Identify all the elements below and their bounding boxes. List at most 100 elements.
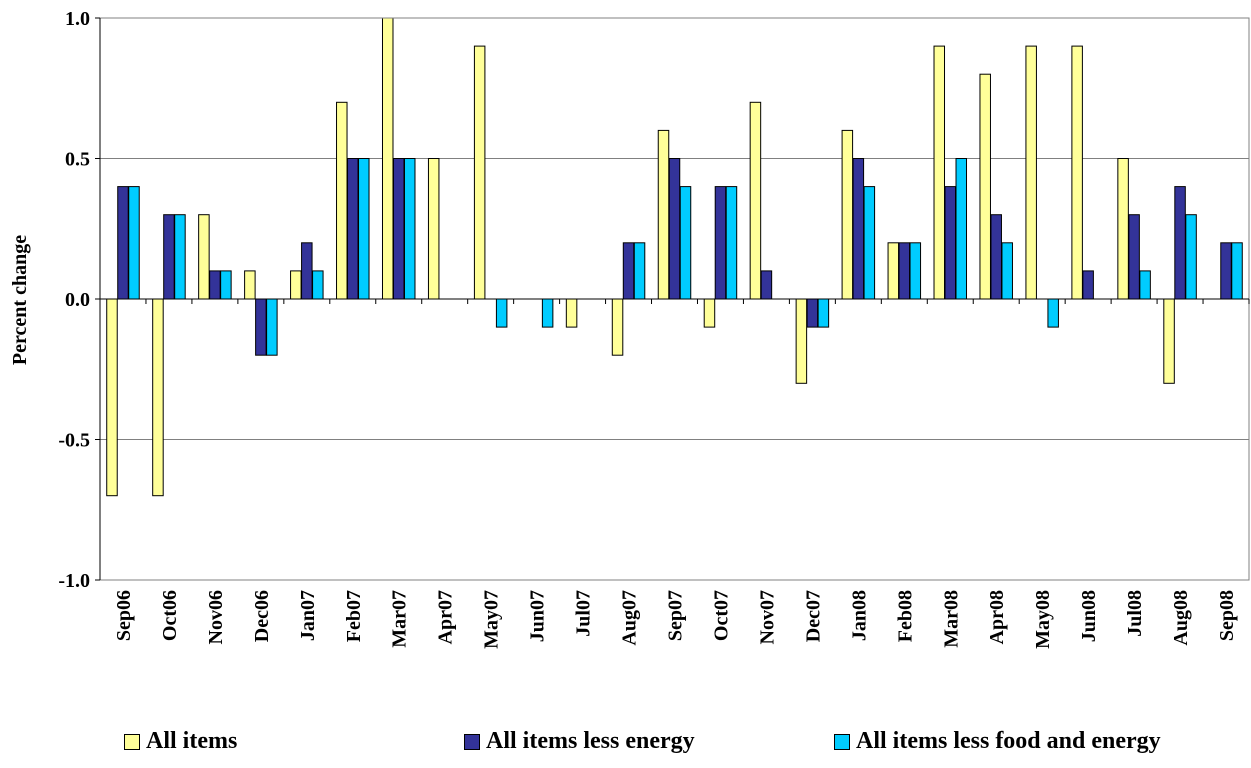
x-tick-label-jul07: Jul07 bbox=[573, 590, 595, 637]
x-tick-label-may07: May07 bbox=[481, 590, 503, 649]
bar-1-apr08 bbox=[991, 215, 1002, 299]
bar-1-feb07 bbox=[348, 159, 359, 300]
bar-0-sep06 bbox=[107, 299, 118, 496]
x-tick-label-oct07: Oct07 bbox=[711, 590, 733, 641]
x-tick-label-mar07: Mar07 bbox=[389, 590, 411, 648]
legend-label-all-items-less-energy: All items less energy bbox=[486, 728, 695, 755]
bar-0-dec07 bbox=[796, 299, 807, 383]
bar-0-jul07 bbox=[566, 299, 577, 327]
bar-0-feb07 bbox=[337, 102, 348, 299]
bar-1-mar08 bbox=[945, 187, 956, 299]
y-tick-label-3: 0.5 bbox=[65, 149, 90, 171]
y-axis-title: Percent change bbox=[9, 235, 31, 365]
x-tick-label-sep08: Sep08 bbox=[1216, 590, 1238, 641]
bar-2-oct07 bbox=[726, 187, 737, 299]
bar-1-jun08 bbox=[1083, 271, 1094, 299]
bar-1-mar07 bbox=[393, 159, 404, 300]
legend-swatch-all-items-less-energy bbox=[464, 734, 480, 750]
bar-1-aug07 bbox=[623, 243, 634, 299]
bar-2-jan08 bbox=[864, 187, 875, 299]
bar-2-sep08 bbox=[1232, 243, 1243, 299]
legend-swatch-all-items-less-food-and-energy bbox=[834, 734, 850, 750]
bar-1-dec06 bbox=[256, 299, 266, 355]
x-tick-label-jan07: Jan07 bbox=[297, 590, 319, 641]
bar-2-feb07 bbox=[359, 159, 370, 300]
x-tick-label-oct06: Oct06 bbox=[159, 590, 181, 641]
bar-2-sep07 bbox=[680, 187, 691, 299]
bar-1-dec07 bbox=[807, 299, 818, 327]
bar-1-nov06 bbox=[210, 271, 221, 299]
bar-0-may07 bbox=[474, 46, 485, 299]
bar-1-jan07 bbox=[302, 243, 313, 299]
bar-0-may08 bbox=[1026, 46, 1037, 299]
legend: All items All items less energy All item… bbox=[0, 728, 1251, 762]
bar-0-aug08 bbox=[1164, 299, 1175, 383]
y-tick-labels: -1.0 -0.5 0.0 0.5 1.0 bbox=[58, 8, 90, 592]
legend-label-all-items-less-food-and-energy: All items less food and energy bbox=[856, 728, 1161, 755]
bar-1-sep06 bbox=[118, 187, 129, 299]
bar-0-nov06 bbox=[199, 215, 210, 299]
bar-2-jun07 bbox=[542, 299, 553, 327]
x-tick-label-may08: May08 bbox=[1032, 590, 1054, 649]
x-tick-label-jul08: Jul08 bbox=[1124, 590, 1146, 637]
x-tick-label-nov07: Nov07 bbox=[756, 590, 778, 644]
bar-2-feb08 bbox=[910, 243, 921, 299]
x-tick-label-sep06: Sep06 bbox=[113, 590, 135, 641]
y-tick-label-1: -0.5 bbox=[58, 430, 90, 452]
bar-0-jun08 bbox=[1072, 46, 1083, 299]
bar-0-jan08 bbox=[842, 130, 853, 299]
legend-swatch-all-items bbox=[124, 734, 140, 750]
bar-1-jul08 bbox=[1129, 215, 1140, 299]
x-tick-label-sep07: Sep07 bbox=[665, 590, 687, 641]
bar-2-may08 bbox=[1048, 299, 1059, 327]
bar-0-aug07 bbox=[612, 299, 623, 355]
x-tick-label-jun07: Jun07 bbox=[527, 590, 549, 642]
bar-0-mar08 bbox=[934, 46, 945, 299]
x-tick-label-feb07: Feb07 bbox=[343, 590, 365, 642]
bar-0-apr08 bbox=[980, 74, 991, 299]
x-tick-labels: Sep06 Oct06 Nov06 Dec06 Jan07 Feb07 Mar07 Apr07… bbox=[113, 590, 1238, 649]
x-tick-label-nov06: Nov06 bbox=[205, 590, 227, 644]
legend-item-all-items: All items bbox=[124, 728, 237, 755]
bar-1-sep08 bbox=[1221, 243, 1232, 299]
y-tick-label-0: -1.0 bbox=[58, 570, 90, 592]
bar-2-oct06 bbox=[175, 215, 186, 299]
bar-0-nov07 bbox=[750, 102, 761, 299]
bar-1-jan08 bbox=[853, 159, 864, 300]
bar-2-apr08 bbox=[1002, 243, 1013, 299]
x-tick-label-apr07: Apr07 bbox=[435, 590, 457, 644]
bar-0-oct06 bbox=[153, 299, 164, 496]
legend-item-all-items-less-energy: All items less energy bbox=[464, 728, 695, 755]
x-tick-label-dec06: Dec06 bbox=[251, 590, 273, 642]
x-tick-label-mar08: Mar08 bbox=[940, 590, 962, 648]
bar-chart: -1.0 -0.5 0.0 0.5 1.0 Sep06 Oct06 Nov06 Dec06 Ja… bbox=[0, 0, 1251, 720]
bar-0-mar07 bbox=[382, 18, 393, 299]
bar-2-dec07 bbox=[818, 299, 829, 327]
bar-2-mar08 bbox=[956, 159, 967, 300]
x-tick-label-apr08: Apr08 bbox=[986, 590, 1008, 644]
bar-0-sep07 bbox=[658, 130, 669, 299]
x-tick-label-jun08: Jun08 bbox=[1078, 590, 1100, 642]
bar-2-jan07 bbox=[313, 271, 324, 299]
legend-item-all-items-less-food-and-energy: All items less food and energy bbox=[834, 728, 1161, 755]
x-tick-label-aug08: Aug08 bbox=[1170, 590, 1192, 646]
x-tick-label-jan08: Jan08 bbox=[848, 590, 870, 641]
bar-1-oct07 bbox=[715, 187, 726, 299]
bar-1-oct06 bbox=[164, 215, 175, 299]
x-tick-label-dec07: Dec07 bbox=[802, 590, 824, 642]
bar-0-jan07 bbox=[291, 271, 302, 299]
bar-0-jul08 bbox=[1118, 159, 1129, 300]
y-tick-label-4: 1.0 bbox=[65, 8, 90, 30]
bar-1-sep07 bbox=[669, 159, 680, 300]
y-tick-label-2: 0.0 bbox=[65, 289, 90, 311]
bar-0-feb08 bbox=[888, 243, 899, 299]
bars bbox=[107, 18, 1243, 496]
bar-1-aug08 bbox=[1175, 187, 1186, 299]
bar-2-jul08 bbox=[1140, 271, 1151, 299]
bar-2-nov06 bbox=[221, 271, 232, 299]
bar-2-aug08 bbox=[1186, 215, 1197, 299]
bar-2-dec06 bbox=[267, 299, 278, 355]
bar-0-apr07 bbox=[428, 159, 439, 300]
bar-2-sep06 bbox=[129, 187, 140, 299]
legend-label-all-items: All items bbox=[146, 728, 237, 755]
